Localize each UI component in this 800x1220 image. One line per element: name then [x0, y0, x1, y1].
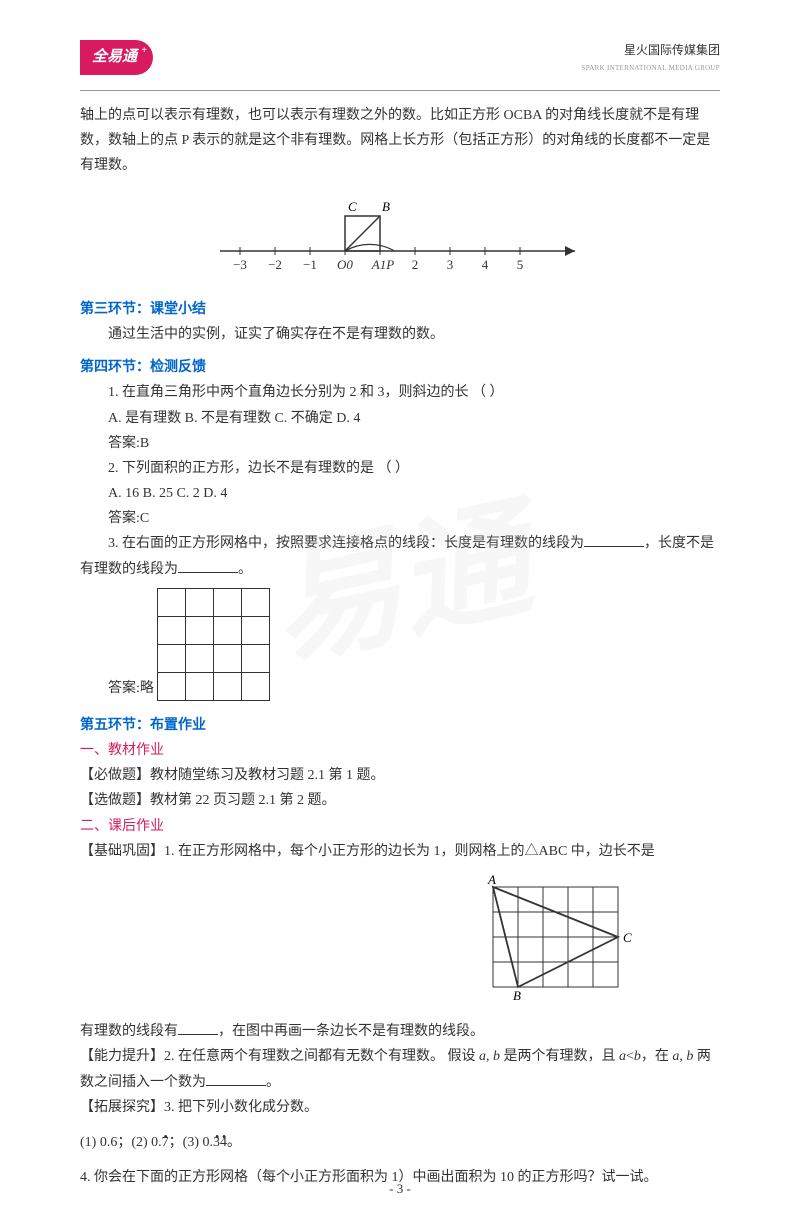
section5-title: 第五环节：布置作业 — [80, 713, 720, 738]
svg-text:−1: −1 — [303, 257, 317, 272]
ability-q2-a: 2. 在任意两个有理数之间都有无数个有理数。 假设 — [164, 1049, 479, 1064]
q3-answer: 答案:略 — [80, 676, 154, 701]
triangle-grid-figure: A B C — [400, 872, 720, 1011]
logo-badge: 全易通 — [80, 40, 153, 75]
page-footer: - 3 - — [0, 1177, 800, 1200]
explore-label: 【拓展探究】 — [80, 1100, 164, 1115]
section3-text: 通过生活中的实例，证实了确实存在不是有理数的数。 — [80, 322, 720, 347]
explore-list-a: (1) 0.6；(2) 0. — [80, 1135, 162, 1150]
grid-4x4-figure — [157, 588, 270, 701]
svg-text:4: 4 — [482, 257, 489, 272]
basic-q1b-b: ，在图中再画一条边长不是有理数的线段。 — [218, 1024, 484, 1039]
q3-blank2 — [178, 559, 238, 573]
number-line-figure: −3 −2 −1 O0 A1P 2 3 4 5 C B — [80, 191, 720, 285]
svg-text:−3: −3 — [233, 257, 247, 272]
hw1-required: 【必做题】教材随堂练习及教材习题 2.1 第 1 题。 — [80, 763, 720, 788]
q3-part-a: 3. 在右面的正方形网格中，按照要求连接格点的线段：长度是有理数的线段为 — [108, 536, 584, 551]
basic-label: 【基础巩固】 — [80, 844, 164, 859]
intro-paragraph: 轴上的点可以表示有理数，也可以表示有理数之外的数。比如正方形 OCBA 的对角线… — [80, 103, 720, 179]
ability-q2-e: 。 — [266, 1075, 280, 1090]
header-divider — [80, 90, 720, 91]
svg-text:B: B — [382, 199, 390, 214]
svg-text:C: C — [623, 930, 632, 945]
q2-answer: 答案:C — [80, 506, 720, 531]
hw1-optional: 【选做题】教材第 22 页习题 2.1 第 2 题。 — [80, 788, 720, 813]
svg-text:−2: −2 — [268, 257, 282, 272]
basic-q1-text: 1. 在正方形网格中，每个小正方形的边长为 1，则网格上的△ABC 中，边长不是 — [164, 844, 655, 859]
q1-answer: 答案:B — [80, 431, 720, 456]
svg-text:O0: O0 — [337, 257, 353, 272]
q3-part-c: 。 — [238, 562, 252, 577]
q3-blank1 — [584, 533, 644, 547]
ability-q2-c: ，在 — [641, 1049, 673, 1064]
basic-q1-line1: 【基础巩固】1. 在正方形网格中，每个小正方形的边长为 1，则网格上的△ABC … — [80, 839, 720, 864]
q3-text: 3. 在右面的正方形网格中，按照要求连接格点的线段：长度是有理数的线段为，长度不… — [80, 531, 720, 581]
hw1-title: 一、教材作业 — [80, 738, 720, 763]
section3-title: 第三环节：课堂小结 — [80, 297, 720, 322]
q1-text: 1. 在直角三角形中两个直角边长分别为 2 和 3，则斜边的长 （ ） — [80, 380, 720, 405]
q1-options: A. 是有理数 B. 不是有理数 C. 不确定 D. 4 — [80, 406, 720, 431]
basic-q1-line2: 有理数的线段有 ，在图中再画一条边长不是有理数的线段。 — [80, 1019, 720, 1044]
explore-list-b: ；(3) 0. — [169, 1135, 213, 1150]
q2-text: 2. 下列面积的正方形，边长不是有理数的是 （ ） — [80, 456, 720, 481]
svg-text:5: 5 — [517, 257, 524, 272]
publisher-sub: SPARK INTERNATIONAL MEDIA GROUP — [582, 62, 721, 75]
section4-title: 第四环节：检测反馈 — [80, 355, 720, 380]
hw2-title: 二、课后作业 — [80, 814, 720, 839]
publisher-name: 星火国际传媒集团 — [582, 40, 721, 62]
explore-list-c: 。 — [227, 1135, 241, 1150]
svg-text:B: B — [513, 988, 521, 1002]
page-header: 全易通 星火国际传媒集团 SPARK INTERNATIONAL MEDIA G… — [80, 40, 720, 75]
basic-q1-blank — [178, 1021, 218, 1035]
basic-q1b-a: 有理数的线段有 — [80, 1024, 178, 1039]
explore-list: (1) 0.6；(2) 0.7；(3) 0.34。 — [80, 1130, 720, 1155]
q2-options: A. 16 B. 25 C. 2 D. 4 — [80, 481, 720, 506]
explore-q3-text: 3. 把下列小数化成分数。 — [164, 1100, 318, 1115]
svg-text:C: C — [348, 199, 357, 214]
svg-text:A1P: A1P — [371, 257, 394, 272]
svg-text:A: A — [487, 872, 496, 887]
header-publisher: 星火国际传媒集团 SPARK INTERNATIONAL MEDIA GROUP — [582, 40, 721, 74]
svg-text:3: 3 — [447, 257, 454, 272]
explore-q3: 【拓展探究】3. 把下列小数化成分数。 — [80, 1095, 720, 1120]
ability-label: 【能力提升】 — [80, 1049, 164, 1064]
ability-q2-b: 是两个有理数，且 — [500, 1049, 619, 1064]
svg-text:2: 2 — [412, 257, 419, 272]
ability-blank — [206, 1072, 266, 1086]
ability-q2: 【能力提升】2. 在任意两个有理数之间都有无数个有理数。 假设 a, b 是两个… — [80, 1044, 720, 1094]
